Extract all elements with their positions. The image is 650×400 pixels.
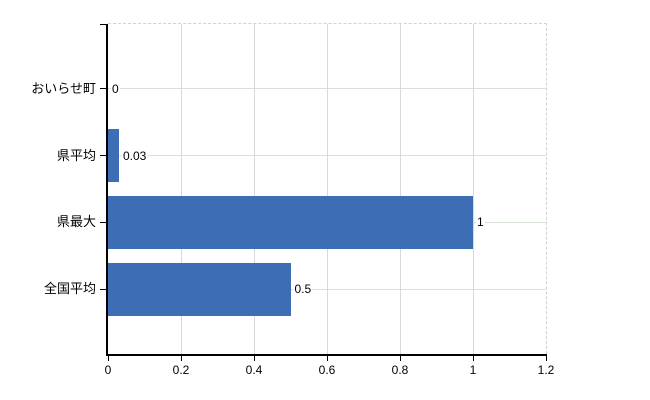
y-axis-tick-label: 全国平均 (43, 281, 96, 297)
x-axis-tick-label: 0 (104, 363, 112, 377)
gridline-vertical (253, 24, 255, 354)
x-axis-tick-label: 0.4 (245, 363, 263, 377)
x-axis-tick (107, 356, 109, 361)
plot-area: 0 0.03 1 0.5 おいらせ町県平均県最大全国平均 0 0.2 0.4 0.6 0.8 1 1.… (31, 23, 554, 377)
x-axis-tick-label: 0.2 (172, 363, 190, 377)
y-axis-end-tick (100, 24, 106, 25)
x-axis-tick-label: 0.6 (318, 363, 336, 377)
x-axis-tick (326, 356, 328, 361)
bar-value-label: 0.03 (121, 148, 148, 163)
bar-value-label: 1 (476, 215, 485, 230)
gridline-vertical (180, 24, 182, 354)
y-axis-tick-label: 県平均 (56, 147, 96, 163)
x-axis-tick-label: 1.2 (537, 363, 555, 377)
y-axis-line (106, 24, 108, 356)
x-axis-tick (180, 356, 182, 361)
bar (108, 262, 291, 316)
bar-value-label: 0.5 (293, 282, 313, 297)
y-axis-tick-label: おいらせ町 (31, 80, 96, 96)
x-axis-line (106, 354, 547, 356)
y-axis-tick (100, 288, 106, 290)
bar-value-label: 0 (111, 81, 120, 96)
y-axis-tick (100, 155, 106, 157)
x-axis-tick-label: 1 (469, 363, 477, 377)
y-axis-tick-label: 県最大 (56, 214, 96, 230)
x-axis-tick-label: 0.8 (391, 363, 409, 377)
x-axis-tick (545, 356, 547, 361)
gridline-vertical (399, 24, 401, 354)
bar (108, 129, 119, 183)
gridline-vertical (472, 24, 474, 354)
y-axis-tick (100, 88, 106, 90)
bar (108, 195, 473, 249)
y-axis-tick (100, 221, 106, 223)
x-axis-tick (472, 356, 474, 361)
x-axis-tick (399, 356, 401, 361)
x-axis-tick (253, 356, 255, 361)
gridline-vertical (326, 24, 328, 354)
